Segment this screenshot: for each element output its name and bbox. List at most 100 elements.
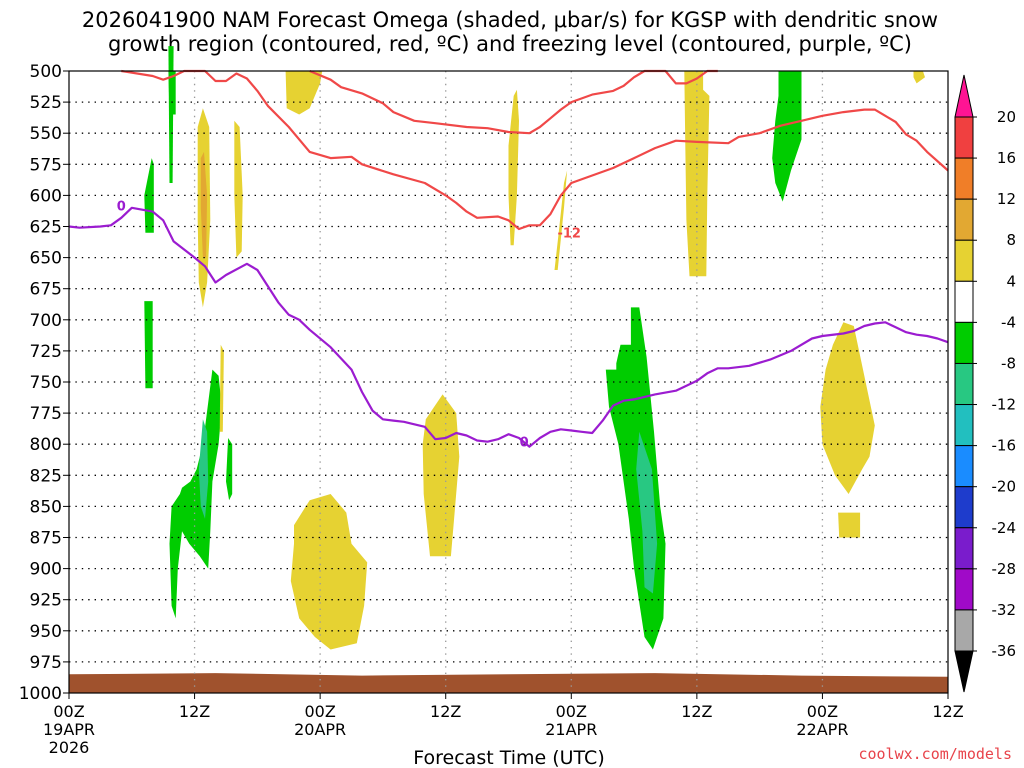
isotherm-label: -12 (557, 227, 581, 242)
y-tick-label: 525 (30, 93, 62, 113)
y-tick-label: 725 (30, 342, 62, 362)
x-axis-title: Forecast Time (UTC) (413, 747, 604, 768)
omega-region-23 (838, 512, 861, 538)
colorbar-box (954, 486, 974, 529)
colorbar-label: -12 (992, 396, 1017, 414)
colorbar-label: 20 (997, 108, 1016, 126)
y-tick-label: 600 (30, 186, 62, 206)
terrain-fill (69, 673, 948, 693)
colorbar-label: -32 (992, 601, 1017, 619)
omega-region-12 (913, 71, 925, 84)
gridlines (69, 71, 948, 693)
colorbar-label: -8 (1001, 354, 1016, 372)
y-tick-label: 675 (30, 280, 62, 300)
x-tick-date: 19APR (43, 720, 95, 739)
colorbar-label: 12 (997, 190, 1016, 208)
x-tick-label: 12Z (932, 702, 963, 721)
x-tick-year: 2026 (49, 738, 90, 757)
y-tick-label: 700 (30, 311, 62, 331)
x-tick-label: 00Z (807, 702, 838, 721)
colorbar-box (954, 404, 974, 447)
y-tick-label: 575 (30, 155, 62, 175)
x-tick-date: 22APR (796, 720, 848, 739)
x-tick-label: 00Z (53, 702, 84, 721)
colorbar-label: -28 (992, 560, 1017, 578)
x-tick-label: 12Z (430, 702, 461, 721)
omega-region-3 (144, 301, 153, 389)
omega-region-8 (285, 71, 323, 115)
x-tick-date: 21APR (545, 720, 597, 739)
colorbar-box (954, 527, 974, 570)
omega-region-20 (636, 431, 658, 594)
colorbar-bottom-arrow (954, 650, 974, 693)
omega-region-6 (200, 151, 208, 258)
x-tick-date: 20APR (294, 720, 346, 739)
contour-line-3 (68, 206, 949, 448)
colorbar-label: 16 (997, 149, 1016, 167)
y-tick-label: 825 (30, 466, 62, 486)
y-tick-label: 925 (30, 591, 62, 611)
y-axis: 500 525 550 575 600 625 650 675 700 725 750 775 800 8… (19, 62, 69, 704)
chart-title-line1: 2026041900 NAM Forecast Omega (shaded, μ… (82, 8, 938, 32)
y-tick-label: 775 (30, 404, 62, 424)
colorbar-top-arrow (954, 74, 974, 118)
colorbar-label: 8 (1006, 231, 1016, 249)
omega-region-15 (169, 369, 222, 619)
y-tick-label: 500 (30, 62, 62, 82)
watermark: coolwx.com/models (858, 745, 1012, 763)
y-tick-label: 875 (30, 529, 62, 549)
omega-region-11 (772, 71, 802, 202)
y-tick-label: 625 (30, 218, 62, 238)
y-tick-label: 975 (30, 653, 62, 673)
omega-region-16 (198, 419, 209, 519)
colorbar-box (954, 239, 974, 282)
x-tick-label: 12Z (179, 702, 210, 721)
x-tick-label: 00Z (304, 702, 335, 721)
colorbar-box (954, 445, 974, 488)
colorbar-box (954, 116, 974, 159)
omega-region-9 (508, 89, 519, 246)
colorbar-box (954, 157, 974, 200)
omega-region-19 (605, 307, 666, 650)
contour-lines: 0 0 -12 (68, 69, 949, 451)
y-tick-label: 950 (30, 622, 62, 642)
colorbar-label: -16 (992, 437, 1017, 455)
omega-region-18 (219, 344, 224, 432)
y-tick-label: 900 (30, 560, 62, 580)
omega-region-21 (554, 170, 568, 270)
omega-region-2 (144, 158, 154, 233)
omega-region-4 (168, 46, 174, 183)
terrain-surface (69, 673, 948, 693)
y-tick-label: 800 (30, 435, 62, 455)
y-tick-label: 1000 (19, 684, 62, 704)
colorbar-box (954, 609, 974, 652)
omega-region-22 (820, 322, 875, 494)
x-tick-label: 00Z (556, 702, 587, 721)
x-tick-label: 12Z (681, 702, 712, 721)
y-tick-label: 750 (30, 373, 62, 393)
colorbar-legend: 20 16 12 8 4 -4 -8 -12 -16 -20 -24 -28 -32 -36 (954, 74, 1017, 693)
colorbar-box (954, 568, 974, 611)
omega-region-7 (234, 120, 243, 258)
omega-shaded-regions (144, 46, 925, 650)
freezing-level-label-1: 0 (117, 199, 126, 214)
colorbar-box (954, 280, 974, 323)
y-tick-label: 650 (30, 249, 62, 269)
y-tick-label: 550 (30, 124, 62, 144)
colorbar-label: 4 (1006, 272, 1016, 290)
chart-title-line2: growth region (contoured, red, ºC) and f… (108, 32, 912, 56)
contour-line-2 (309, 69, 718, 135)
freezing-level-label-2: 0 (520, 436, 529, 451)
colorbar-label: -36 (992, 642, 1017, 660)
omega-region-17 (226, 438, 233, 501)
colorbar-box (954, 198, 974, 241)
colorbar-label: -4 (1001, 313, 1016, 331)
omega-region-14 (290, 494, 368, 650)
colorbar-label: -24 (992, 519, 1017, 537)
colorbar-box (954, 362, 974, 406)
y-tick-label: 850 (30, 497, 62, 517)
colorbar-label: -20 (992, 478, 1017, 496)
colorbar-box (954, 321, 974, 364)
